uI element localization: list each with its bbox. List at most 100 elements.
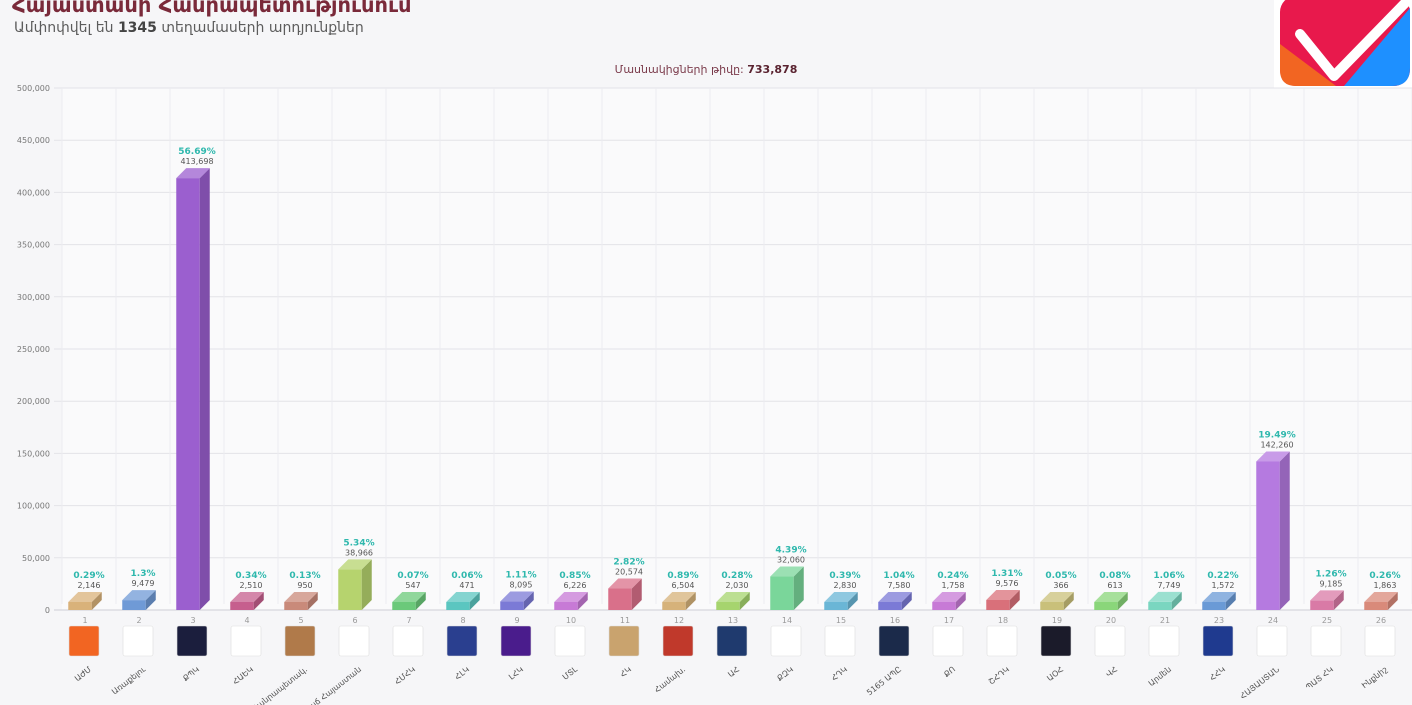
bar	[68, 602, 92, 610]
voter-turnout-value: 733,878	[747, 63, 798, 76]
bar	[932, 602, 956, 610]
y-tick-label: 250,000	[17, 345, 50, 354]
party-logo-icon	[230, 625, 262, 657]
bar-value-label: 1,758	[942, 581, 965, 590]
y-tick-label: 500,000	[17, 84, 50, 93]
party-number: 4	[244, 616, 249, 625]
precinct-count: 1345	[117, 20, 157, 36]
bar-value-label: 471	[459, 581, 474, 590]
bar	[1310, 600, 1334, 610]
y-tick-label: 350,000	[17, 241, 50, 250]
bar-value-label: 366	[1053, 581, 1068, 590]
party-logo-icon	[446, 625, 478, 657]
party-number: 14	[782, 616, 792, 625]
bar-percent-label: 0.89%	[667, 571, 698, 581]
bar-percent-label: 1.04%	[883, 571, 914, 581]
bar	[554, 602, 578, 610]
broadcaster-logo	[1274, 0, 1412, 90]
bar-percent-label: 1.06%	[1153, 571, 1184, 581]
party-abbreviation: ՀԱԵԿ	[231, 665, 255, 687]
bar-percent-label: 0.08%	[1099, 571, 1130, 581]
bar-side	[1009, 590, 1020, 610]
bar-top	[716, 592, 750, 602]
party-number: 16	[890, 616, 900, 625]
bar-side	[577, 592, 588, 610]
bar-group-9: 1.11%8,095 9 ԼՀԿ	[500, 571, 537, 682]
bar-side	[307, 592, 318, 610]
bar-top	[122, 590, 156, 601]
bar	[716, 602, 740, 610]
party-abbreviation: Հանրապետակ.	[250, 665, 309, 705]
bar-top	[932, 592, 966, 602]
party-logo-icon	[986, 625, 1018, 657]
bar	[1364, 602, 1388, 610]
party-abbreviation: ՔԶԿ	[775, 665, 795, 683]
bar-side	[739, 592, 750, 610]
party-abbreviation: ՀԼԿ	[453, 665, 471, 682]
bar-group-18: 1.31%9,576 18 ՇՀԴԿ	[986, 569, 1023, 687]
party-abbreviation: ՇՀԴԿ	[987, 665, 1011, 687]
party-number: 5	[298, 616, 303, 625]
bar-value-label: 1,572	[1212, 581, 1235, 590]
bar-top	[1040, 592, 1074, 602]
party-number: 21	[1160, 616, 1170, 625]
party-logo-icon	[662, 625, 694, 657]
bar-side	[955, 592, 966, 610]
bar-percent-label: 1.31%	[991, 569, 1022, 579]
party-logo-icon	[770, 625, 802, 657]
y-tick-label: 100,000	[17, 502, 50, 511]
party-logo-icon	[1364, 625, 1396, 657]
bar-side	[1063, 592, 1074, 610]
party-number: 2	[136, 616, 141, 625]
party-number: 20	[1106, 616, 1116, 625]
bar-percent-label: 5.34%	[343, 538, 374, 548]
bar-top	[68, 592, 102, 602]
bar-top	[230, 592, 264, 602]
bar-value-label: 7,749	[1158, 581, 1181, 590]
bar	[338, 569, 362, 610]
party-abbreviation: ԱՀ	[726, 665, 741, 680]
bar-percent-label: 0.06%	[451, 571, 482, 581]
y-tick-label: 200,000	[17, 397, 50, 406]
bar-group-25: 1.26%9,185 25 ՊԱՏ ՀԿ	[1304, 569, 1346, 691]
bar-side	[793, 566, 804, 610]
bar-value-label: 2,510	[240, 581, 263, 590]
party-logo-icon	[932, 625, 964, 657]
bar-percent-label: 0.34%	[235, 571, 266, 581]
bar-value-label: 547	[405, 581, 420, 590]
bar-side	[145, 590, 156, 610]
party-abbreviation: ՔՊԿ	[181, 665, 201, 683]
bar-side	[253, 592, 264, 610]
party-logo-icon	[1310, 625, 1342, 657]
bar-side	[1117, 592, 1128, 610]
bar-group-11: 2.82%20,574 11 ՀԿ	[608, 558, 645, 679]
bar-value-label: 2,830	[834, 581, 857, 590]
party-abbreviation: ԱԺՄ	[73, 664, 94, 683]
bar	[878, 602, 902, 610]
bar	[230, 602, 254, 610]
bar-percent-label: 0.28%	[721, 571, 752, 581]
party-abbreviation: ՄՏԼ	[561, 664, 580, 682]
bar-percent-label: 0.07%	[397, 571, 428, 581]
bar-group-23: 0.22%1,572 23 ՀՀԿ	[1202, 571, 1239, 683]
party-number: 3	[190, 616, 195, 625]
bar-side	[1333, 590, 1344, 610]
party-logo-icon	[392, 625, 424, 657]
bar-side	[415, 592, 426, 610]
bar-top	[878, 592, 912, 602]
party-logo-icon	[500, 625, 532, 657]
party-abbreviation: 5165 ԱՊԸ	[865, 665, 903, 698]
bar	[608, 588, 632, 610]
party-abbreviation: Ինքնիշ	[1360, 665, 1389, 690]
bar-group-14: 4.39%32,060 14 ՔԶԿ	[770, 546, 807, 683]
subtitle-suffix: տեղամասերի արդյունքներ	[161, 20, 364, 36]
party-abbreviation: ՊԱՏ ՀԿ	[1304, 665, 1335, 692]
party-number: 9	[514, 616, 519, 625]
bar	[500, 601, 524, 610]
bar-value-label: 1,863	[1374, 581, 1397, 590]
bar-value-label: 413,698	[180, 157, 213, 166]
bar	[1202, 602, 1226, 610]
party-logo-icon	[1148, 625, 1180, 657]
bar-side	[523, 591, 534, 610]
